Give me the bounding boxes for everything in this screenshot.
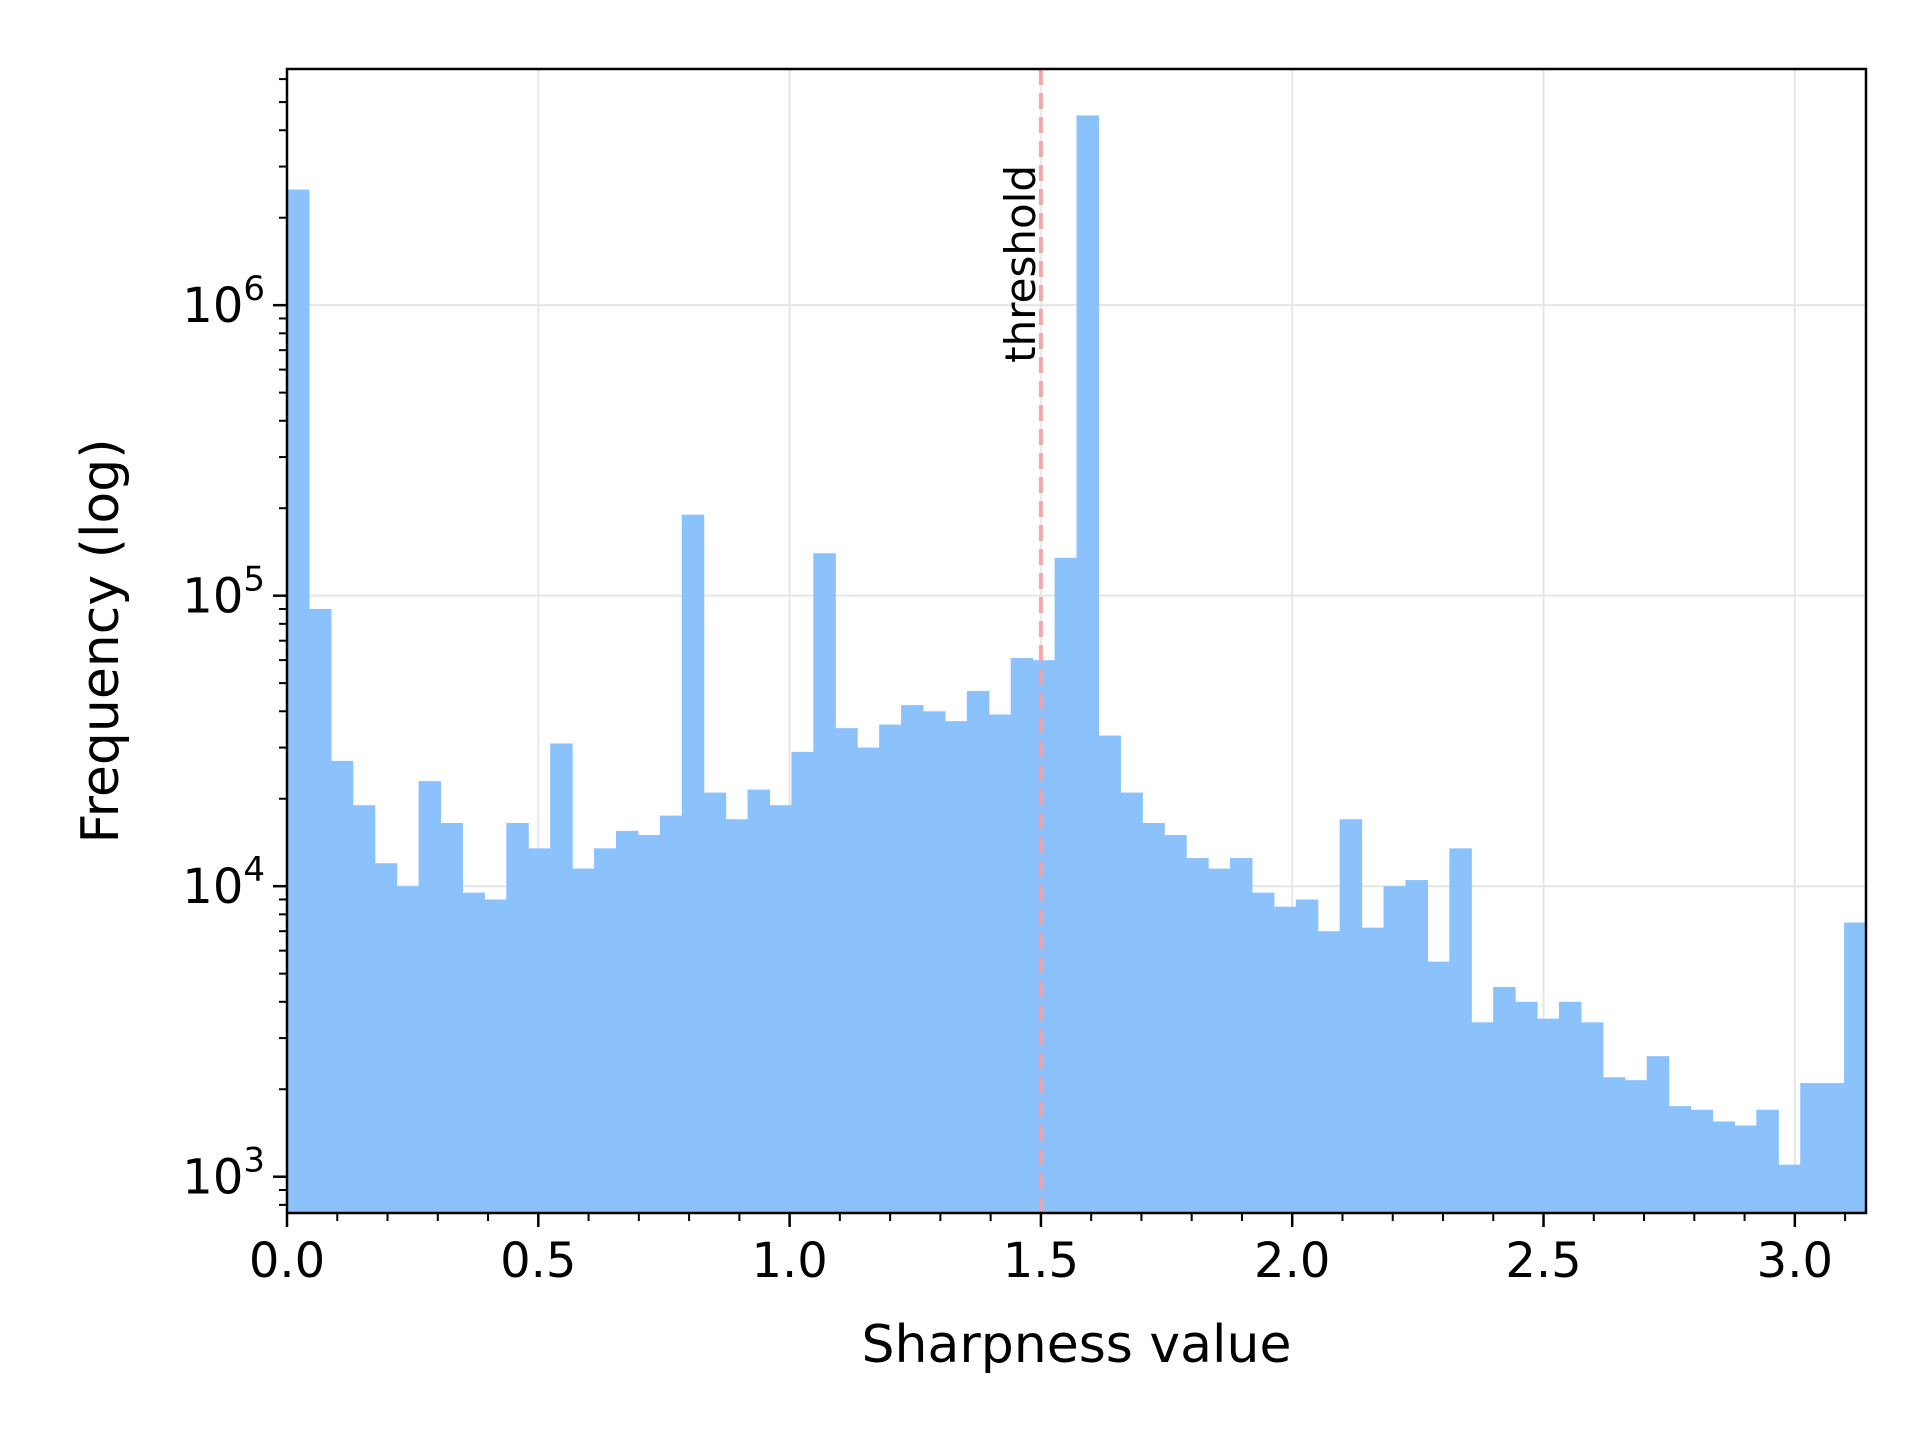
histogram-bar <box>1515 1001 1538 1213</box>
histogram-bar <box>1537 1018 1560 1213</box>
histogram-bar <box>923 711 946 1213</box>
histogram-bar <box>1471 1022 1494 1213</box>
histogram-bar <box>1756 1109 1779 1213</box>
histogram-bar <box>659 815 683 1213</box>
y-tick-label: 106 <box>182 269 265 334</box>
histogram-bar <box>287 189 310 1214</box>
histogram-bar <box>1186 858 1209 1213</box>
histogram-bar <box>1295 899 1319 1213</box>
histogram-bar <box>1822 1083 1845 1213</box>
histogram-bar <box>1558 1001 1582 1213</box>
axis-ticks: 0.0 0.5 1.0 1.5 2.0 2.5 3.0 103 104 105 106 <box>182 78 1847 1289</box>
histogram-bar <box>528 848 551 1213</box>
histogram-bar <box>1208 868 1231 1213</box>
histogram-bar <box>1010 658 1034 1213</box>
histogram-bar <box>615 830 639 1213</box>
histogram-bar <box>813 553 836 1213</box>
histogram-bars <box>287 115 1867 1214</box>
x-tick-label: 3.0 <box>1757 1233 1833 1289</box>
histogram-bar <box>440 823 464 1213</box>
y-axis-label: Frequency (log) <box>71 438 131 843</box>
histogram-bar <box>1054 557 1078 1213</box>
histogram-bar <box>966 690 990 1213</box>
histogram-bar <box>1734 1125 1757 1213</box>
y-tick-label: 104 <box>182 850 265 915</box>
histogram-bar <box>572 868 595 1213</box>
histogram-bar <box>791 751 814 1213</box>
histogram-bar <box>637 835 661 1213</box>
histogram-bar <box>1712 1121 1736 1213</box>
y-tick-label: 105 <box>182 560 265 625</box>
x-tick-label: 2.0 <box>1254 1233 1330 1289</box>
x-tick-label: 0.0 <box>249 1233 325 1289</box>
histogram-bar <box>352 805 376 1213</box>
threshold-marker: threshold <box>996 69 1045 1213</box>
histogram-bar <box>330 760 354 1213</box>
histogram-bar <box>769 805 792 1213</box>
histogram-bar <box>1690 1109 1714 1213</box>
histogram-bar <box>879 724 902 1213</box>
x-tick-label: 2.5 <box>1505 1233 1581 1289</box>
y-tick-label: 103 <box>182 1141 265 1206</box>
histogram-bar <box>1580 1022 1604 1213</box>
histogram-bar <box>506 823 529 1213</box>
histogram-bar <box>1646 1056 1670 1213</box>
histogram-bar <box>835 728 858 1213</box>
histogram-bar <box>396 886 420 1213</box>
histogram-bar <box>681 514 705 1213</box>
histogram-bar <box>1449 848 1472 1213</box>
histogram-bar <box>1098 735 1121 1213</box>
histogram-bar <box>1602 1077 1626 1213</box>
histogram-bar <box>1317 931 1341 1213</box>
histogram-bar <box>1405 880 1428 1213</box>
histogram-bar <box>1361 927 1385 1213</box>
histogram-bar <box>857 747 880 1213</box>
histogram-bar <box>550 743 573 1213</box>
x-tick-label: 1.5 <box>1003 1233 1079 1289</box>
histogram-bar <box>1229 858 1253 1213</box>
histogram-bar <box>1624 1080 1648 1213</box>
histogram-bar <box>1273 906 1297 1213</box>
histogram-bar <box>308 608 332 1213</box>
histogram-bar <box>418 781 442 1213</box>
histogram-bar <box>1800 1083 1823 1213</box>
histogram-bar <box>1844 922 1867 1213</box>
histogram-bar <box>901 705 924 1213</box>
threshold-label: threshold <box>996 165 1045 363</box>
histogram-bar <box>1383 886 1407 1213</box>
histogram-bar <box>703 792 727 1213</box>
histogram-bar <box>484 899 507 1213</box>
histogram-bar <box>594 848 617 1213</box>
histogram-bar <box>1493 986 1516 1213</box>
histogram-bar <box>1142 823 1165 1213</box>
histogram-bar <box>1164 835 1187 1213</box>
histogram-bar <box>725 819 749 1213</box>
x-tick-label: 1.0 <box>751 1233 827 1289</box>
histogram-bar <box>944 721 968 1213</box>
histogram-bar <box>1427 961 1450 1213</box>
x-tick-label: 0.5 <box>500 1233 576 1289</box>
histogram-bar <box>1668 1106 1692 1213</box>
histogram-bar <box>1120 792 1143 1213</box>
x-axis-label: Sharpness value <box>862 1315 1292 1375</box>
histogram-bar <box>1076 115 1100 1214</box>
histogram-bar <box>1778 1164 1801 1213</box>
histogram-bar <box>374 863 398 1213</box>
histogram-bar <box>988 714 1012 1213</box>
histogram-bar <box>1032 660 1056 1213</box>
histogram-bar <box>747 789 771 1213</box>
histogram-bar <box>1339 819 1363 1213</box>
histogram-bar <box>462 892 485 1213</box>
histogram-bar <box>1251 892 1275 1213</box>
